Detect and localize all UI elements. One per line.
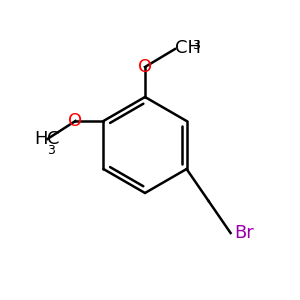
Text: C: C [47,130,60,148]
Text: 3: 3 [192,39,200,52]
Text: O: O [138,58,152,76]
Text: O: O [68,112,83,130]
Text: Br: Br [235,224,254,242]
Text: 3: 3 [47,144,55,157]
Text: CH: CH [175,39,201,57]
Text: H: H [34,130,47,148]
